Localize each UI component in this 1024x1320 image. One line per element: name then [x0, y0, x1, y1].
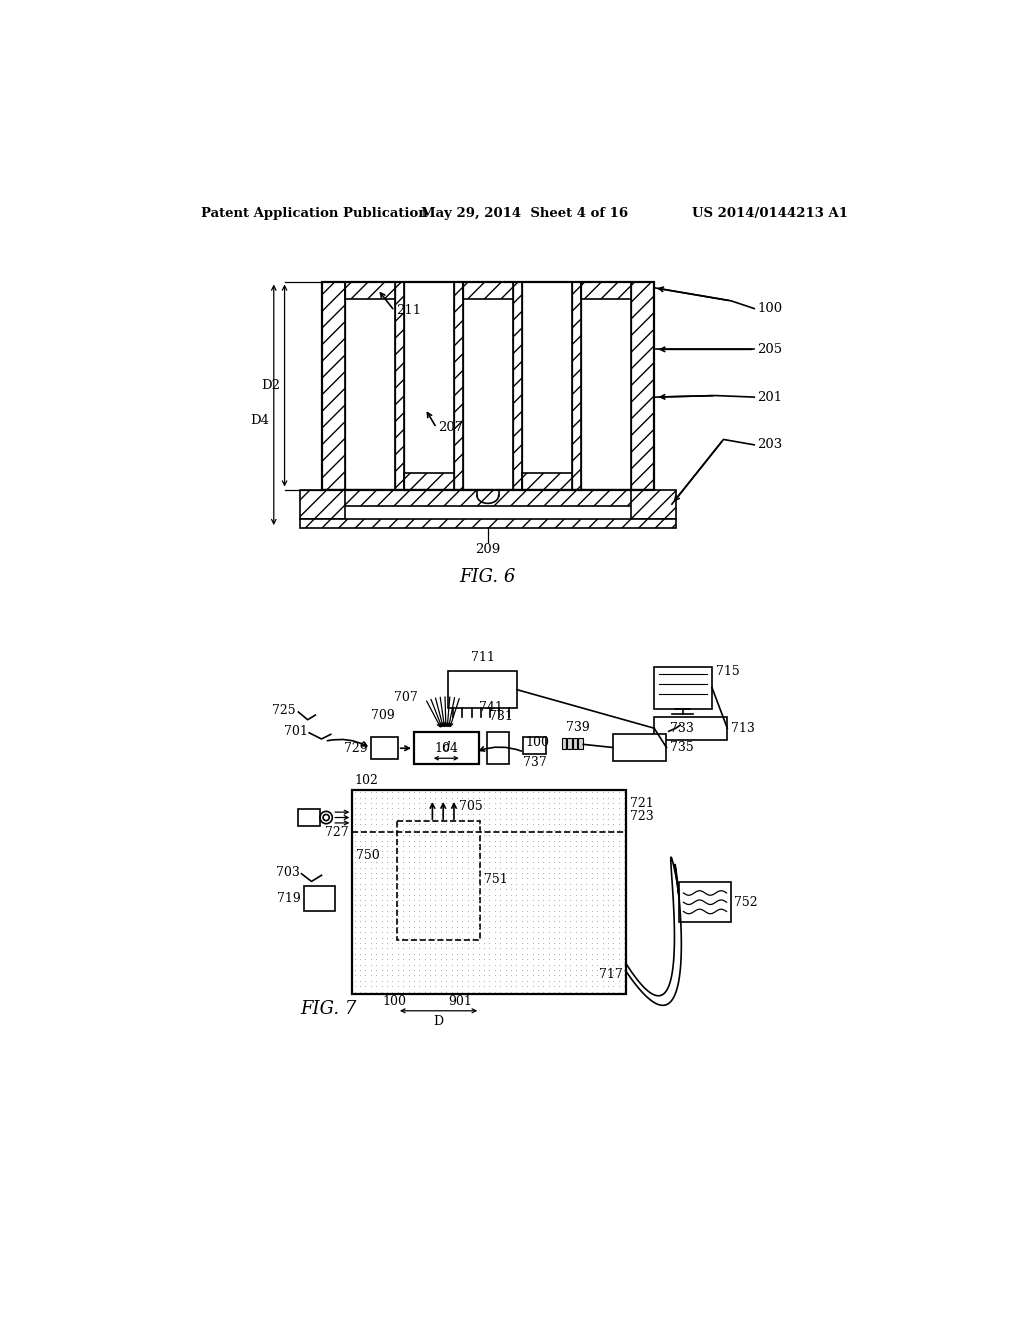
- Bar: [654, 667, 712, 709]
- Bar: [345, 281, 395, 298]
- Bar: [414, 733, 479, 764]
- Text: 752: 752: [734, 896, 758, 908]
- Text: 102: 102: [354, 774, 379, 787]
- Text: 207: 207: [438, 421, 463, 434]
- Text: 711: 711: [470, 651, 495, 664]
- Bar: [631, 281, 654, 490]
- Text: 723: 723: [630, 810, 653, 824]
- Bar: [397, 821, 480, 940]
- Text: 735: 735: [670, 741, 693, 754]
- Bar: [562, 738, 566, 748]
- Text: 737: 737: [523, 755, 547, 768]
- Text: D2: D2: [261, 379, 280, 392]
- Text: US 2014/0144213 A1: US 2014/0144213 A1: [692, 207, 848, 220]
- Bar: [322, 490, 654, 507]
- Text: FIG. 6: FIG. 6: [460, 568, 516, 586]
- Bar: [352, 789, 626, 994]
- Text: FIG. 7: FIG. 7: [300, 1001, 356, 1018]
- Bar: [300, 519, 676, 528]
- Bar: [513, 281, 521, 490]
- Text: 713: 713: [731, 722, 755, 735]
- Bar: [631, 490, 676, 519]
- Text: 717: 717: [599, 968, 623, 981]
- Text: 739: 739: [565, 721, 590, 734]
- Text: 211: 211: [396, 305, 421, 317]
- Bar: [572, 281, 581, 490]
- Bar: [679, 882, 731, 923]
- Text: 715: 715: [716, 665, 739, 677]
- Bar: [322, 281, 345, 490]
- Text: 100: 100: [758, 302, 782, 315]
- Bar: [298, 809, 319, 826]
- Bar: [463, 281, 513, 298]
- Bar: [322, 281, 654, 490]
- Bar: [395, 281, 403, 490]
- Text: 709: 709: [371, 709, 394, 722]
- Text: 727: 727: [325, 825, 348, 838]
- Text: 100: 100: [383, 995, 407, 1008]
- Bar: [578, 738, 583, 748]
- Text: Patent Application Publication: Patent Application Publication: [202, 207, 428, 220]
- Bar: [567, 738, 571, 748]
- Text: 100: 100: [525, 735, 550, 748]
- Bar: [523, 738, 547, 755]
- Bar: [521, 473, 572, 490]
- Text: 733: 733: [670, 722, 693, 735]
- Text: 725: 725: [272, 704, 296, 717]
- Text: 205: 205: [758, 343, 782, 356]
- Bar: [371, 738, 397, 759]
- Bar: [447, 671, 517, 708]
- Bar: [654, 717, 727, 739]
- Text: 705: 705: [459, 800, 482, 813]
- Text: d: d: [442, 741, 450, 754]
- Text: 729: 729: [344, 742, 368, 755]
- Text: 901: 901: [447, 995, 472, 1008]
- Bar: [572, 738, 578, 748]
- Text: D4: D4: [250, 413, 269, 426]
- Text: 701: 701: [284, 725, 307, 738]
- Bar: [581, 281, 631, 298]
- Text: 750: 750: [356, 849, 380, 862]
- Bar: [454, 281, 463, 490]
- Text: 741: 741: [479, 701, 503, 714]
- Text: 719: 719: [276, 892, 301, 906]
- Text: 104: 104: [434, 742, 459, 755]
- Text: 721: 721: [630, 797, 653, 810]
- Text: 731: 731: [488, 710, 512, 723]
- Text: 203: 203: [758, 438, 782, 451]
- Text: 703: 703: [276, 866, 300, 879]
- Text: 751: 751: [484, 874, 508, 887]
- Text: D: D: [433, 1015, 443, 1028]
- Text: May 29, 2014  Sheet 4 of 16: May 29, 2014 Sheet 4 of 16: [421, 207, 629, 220]
- Text: 201: 201: [758, 391, 782, 404]
- Bar: [300, 490, 345, 519]
- Bar: [612, 734, 667, 762]
- Bar: [403, 473, 454, 490]
- Text: 707: 707: [394, 690, 418, 704]
- Bar: [304, 886, 335, 911]
- Bar: [487, 733, 509, 764]
- Text: 209: 209: [475, 544, 501, 557]
